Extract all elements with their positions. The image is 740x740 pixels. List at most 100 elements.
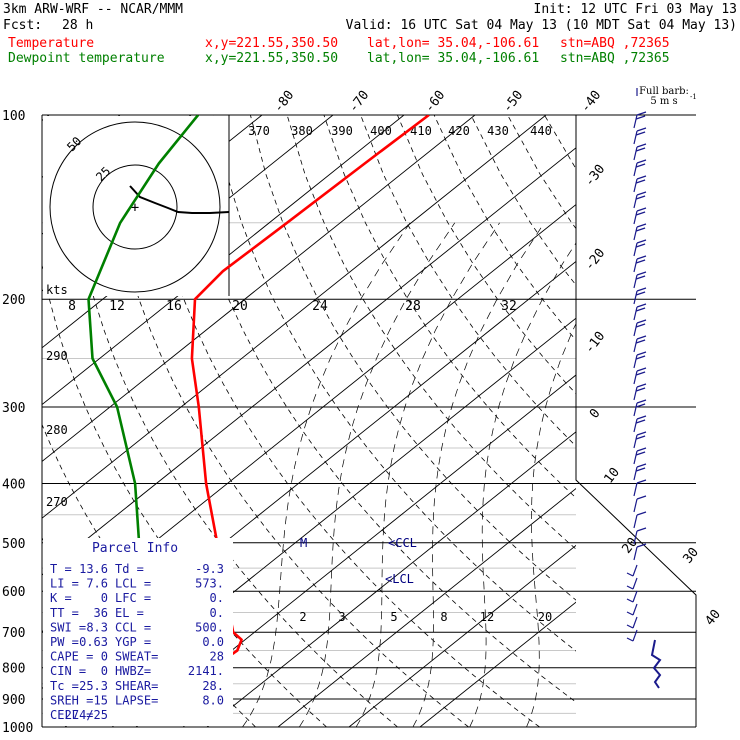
parcel-field-label: T = [50,562,72,576]
wind-barb-flag [636,255,647,260]
moist-adiabat [526,322,576,727]
wind-barb-flag [636,495,647,500]
field-name-dewpoint: Dewpoint temperature [8,51,165,66]
wind-barb-staff [633,466,638,481]
pressure-label: 1000 [2,721,33,736]
field-station-temperature: stn=ABQ ,72365 [560,36,670,51]
pressure-label: 900 [2,693,25,708]
wind-barb-flag [636,143,647,148]
mixing-ratio-label: 8 [440,610,447,624]
dry-adiabat [655,115,740,727]
parcel-field-value: 25.3 [79,679,108,693]
isotherm-label: 30 [681,545,702,567]
field-latlon-temperature: lat,lon= 35.04,-106.61 [367,36,540,51]
wind-barb-staff [633,130,638,145]
dry-adiabat [433,115,576,341]
moist-adiabat [412,222,545,727]
isotherm [277,488,576,727]
wind-barb-flag [635,467,646,472]
dry-adiabat [581,115,740,727]
parcel-field-value: -9.3 [195,562,224,576]
wind-barb-flag [636,367,647,372]
parcel-field-label: LAPSE= [115,693,158,707]
wind-barb-flag [635,179,646,184]
wind-barb-flag [635,163,646,168]
theta-label: 400 [370,124,392,138]
isotherm [206,431,576,727]
theta-label: 380 [291,124,313,138]
parcel-field-value: 15 [94,693,108,707]
parcel-field-label: EL = [115,606,144,620]
wind-barb-flag [635,211,646,216]
parcel-field-value: 28 [210,650,224,664]
isotherm [419,601,576,727]
parcel-field-value: 8.3 [86,620,108,634]
wind-barb-flag [635,339,646,344]
model-title: 3km ARW-WRF -- NCAR/MMM [3,2,184,17]
hodograph-ring-50 [49,121,221,293]
valid-time: Valid: 16 UTC Sat 04 May 13 (10 MDT Sat … [345,18,737,33]
parcel-field-label: HWBZ= [115,664,151,678]
wind-barb-flag [635,387,646,392]
wind-barb-flag [636,399,647,404]
wind-barb-flag [635,131,646,136]
parcel-field-label: Td = [115,562,144,576]
parcel-field-label: LI = [50,577,79,591]
hodograph-unit: kts [46,283,68,297]
wind-barb-flag [635,275,646,280]
wind-barb-flag [636,191,647,196]
parcel-field-value: 7.6 [86,577,108,591]
isotherm-label: -60 [422,88,448,116]
parcel-field-value: 274/25 [65,708,108,722]
wind-barb-flag [635,227,646,232]
wind-barb-staff [633,274,638,289]
wind-barb-flag [636,527,647,532]
wind-barb-flag [636,111,647,116]
isotherm-label: -50 [500,88,526,116]
moist-adiabat [299,222,456,727]
wind-barb-staff [633,146,638,161]
wind-barb-flag [635,419,646,424]
wind-barb-flag [626,572,634,577]
wind-barb-staff [632,629,638,642]
wind-barb-flag [636,175,647,180]
wind-barb-flag [636,159,647,164]
isotherm-label: -40 [578,88,604,116]
parcel-field-label: K = [50,591,72,605]
wind-barb-staff [633,226,638,241]
wind-barb-staff [632,590,638,603]
ccl-marker: <CCL [388,536,417,550]
wind-barb-flag [636,431,647,436]
field-latlon-dewpoint: lat,lon= 35.04,-106.61 [367,51,540,66]
wind-barb-flag [626,624,634,629]
field-station-dewpoint: stn=ABQ ,72365 [560,51,670,66]
wind-barb-staff [633,434,638,449]
dry-adiabat [397,115,576,395]
moist-adiabat [355,222,500,727]
wind-barb-flag [635,451,646,456]
wind-barb-staff [633,258,638,273]
parcel-field-label: Tc = [50,679,79,693]
wind-barb-staff [633,114,638,129]
parcel-field-label: SREH = [50,693,93,707]
wind-barb-flag [636,127,647,132]
isotherm-label: -70 [346,88,372,116]
init-time: Init: 12 UTC Fri 03 May 13 [533,2,738,17]
isotherm [348,544,576,727]
wind-barb-flag [626,611,634,616]
parcel-field-value: 2141. [188,664,224,678]
dry-adiabat [691,115,740,727]
dry-adiabat [470,115,576,286]
pressure-label: 400 [2,477,25,492]
dry-adiabat-label: 280 [46,423,68,437]
dry-adiabat [103,115,469,727]
parcel-field-label: YGP = [115,635,151,649]
wind-barb-flag [636,447,647,452]
wind-barb-staff [632,564,638,577]
parcel-field-value: 28. [202,679,224,693]
wind-barb-flag [636,271,647,276]
pressure-label: 700 [2,626,25,641]
parcel-field-value: 13.6 [79,562,108,576]
wind-barb-staff [633,546,638,561]
